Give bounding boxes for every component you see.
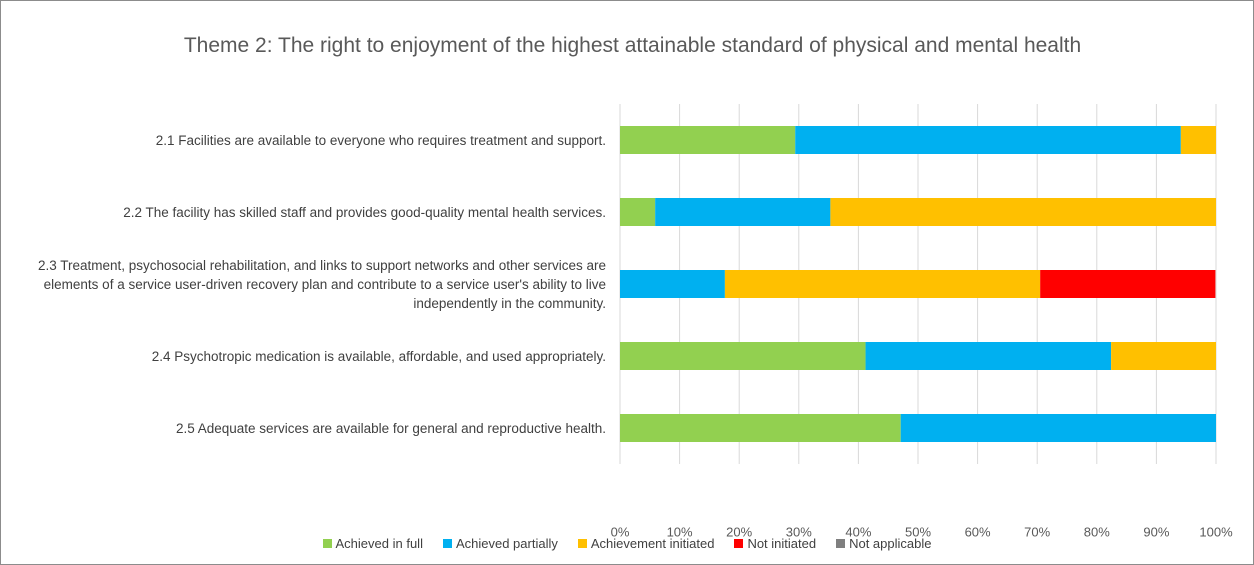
bar-segment: [620, 198, 656, 226]
x-tick-label: 70%: [1024, 524, 1050, 539]
legend-swatch: [836, 539, 846, 548]
bar-segment: [795, 126, 1181, 154]
bar-segment: [620, 270, 725, 298]
bar-segment: [1040, 270, 1216, 298]
x-tick-label: 50%: [905, 524, 931, 539]
legend-item: Not applicable: [836, 536, 931, 551]
legend-label: Achievement initiated: [590, 536, 715, 551]
legend-item: Achieved partially: [442, 536, 558, 551]
chart-title: Theme 2: The right to enjoyment of the h…: [183, 34, 1082, 57]
legend: Achieved in full Achieved partially Achiev…: [0, 536, 1254, 551]
x-tick-label: 40%: [845, 524, 871, 539]
legend-label: Not applicable: [849, 536, 932, 551]
bar-segment: [620, 342, 866, 370]
x-tick-label: 20%: [726, 524, 752, 539]
x-tick-label: 90%: [1143, 524, 1169, 539]
category-label: 2.3 Treatment, psychosocial rehabilitati…: [37, 257, 606, 311]
category-label: 2.2 The facility has skilled staff and p…: [123, 204, 606, 220]
legend-swatch: [322, 539, 332, 548]
legend-label: Achieved in full: [335, 536, 423, 551]
category-label: 2.5 Adequate services are available for …: [175, 420, 606, 436]
legend-item: Achieved in full: [322, 536, 423, 551]
category-label: 2.4 Psychotropic medication is available…: [151, 348, 606, 364]
category-label: 2.1 Facilities are available to everyone…: [155, 132, 606, 148]
x-tick-label: 30%: [786, 524, 812, 539]
bar-segment: [620, 126, 796, 154]
x-tick-label: 100%: [1199, 524, 1233, 539]
bar-segment: [724, 270, 1041, 298]
x-tick-label: 10%: [667, 524, 693, 539]
bar-segment: [1180, 126, 1216, 154]
x-tick-label: 0%: [611, 524, 630, 539]
legend-swatch: [734, 539, 744, 548]
x-tick-label: 60%: [965, 524, 991, 539]
bar-segment: [620, 414, 901, 442]
bar-segment: [1111, 342, 1216, 370]
legend-item: Not initiated: [734, 536, 816, 551]
bar-segment: [830, 198, 1216, 226]
x-tick-label: 80%: [1084, 524, 1110, 539]
bar-segment: [655, 198, 831, 226]
legend-swatch: [577, 539, 587, 548]
bar-segment: [865, 342, 1112, 370]
legend-swatch: [442, 539, 452, 548]
legend-label: Not initiated: [747, 536, 817, 551]
bar-segment: [900, 414, 1216, 442]
legend-item: Achievement initiated: [577, 536, 715, 551]
legend-label: Achieved partially: [455, 536, 558, 551]
